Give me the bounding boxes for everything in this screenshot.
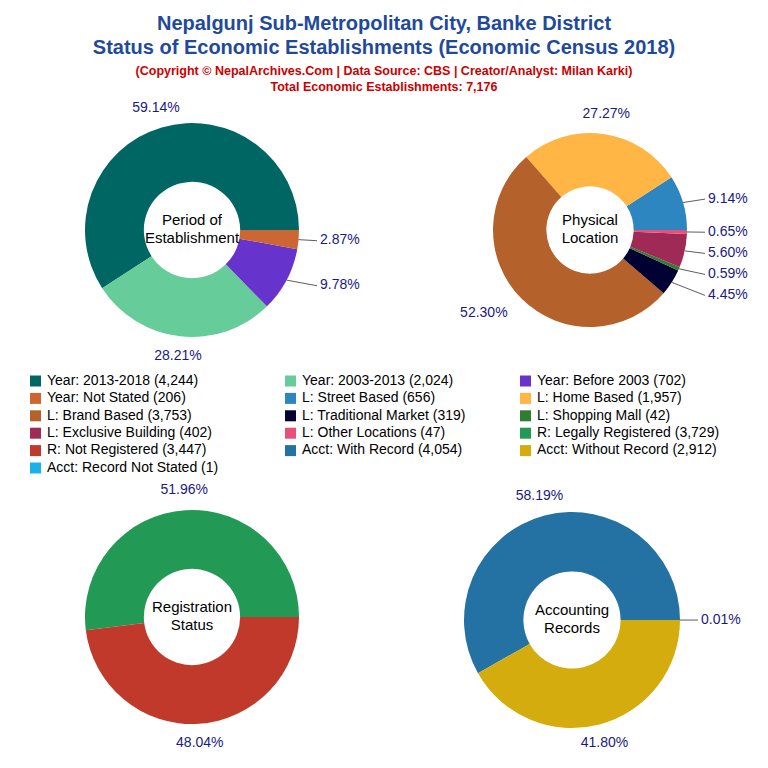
slice [86, 617, 299, 724]
legend-label: Year: 2003-2013 (2,024) [302, 372, 453, 388]
legend-label: R: Legally Registered (3,729) [537, 424, 719, 440]
data-label: 5.60% [708, 244, 748, 260]
donut-chart: PhysicalLocation 27.27% 52.30% 9.14% 0.65% 5.… [460, 105, 748, 327]
legend-swatch [520, 393, 531, 404]
data-label: 27.27% [583, 105, 630, 121]
legend-item: L: Street Based (656) [285, 389, 435, 405]
center-title: AccountingRecords [535, 601, 609, 636]
data-label: 4.45% [708, 286, 748, 302]
legend-label: Year: Not Stated (206) [47, 389, 186, 405]
legend-label: L: Shopping Mall (42) [537, 407, 670, 423]
slice [630, 232, 687, 267]
legend-item: Year: 2013-2018 (4,244) [30, 372, 198, 388]
legend-label: L: Traditional Market (319) [302, 407, 465, 423]
slice [621, 620, 680, 621]
legend-swatch [520, 376, 531, 387]
legend-swatch [30, 445, 41, 456]
chart-title: Status of Economic Establishments (Econo… [93, 36, 675, 58]
legend-swatch [285, 445, 296, 456]
legend-label: L: Street Based (656) [302, 389, 435, 405]
leader-line [287, 280, 317, 286]
donut-chart: Period ofEstablishment 59.14% 28.21% 2.87% 9… [85, 99, 360, 363]
leader-line [299, 240, 317, 241]
legend-item: L: Traditional Market (319) [285, 407, 465, 423]
center-title: RegistrationStatus [152, 598, 232, 633]
leader-line [680, 620, 698, 621]
legend-swatch [520, 428, 531, 439]
legend-label: L: Home Based (1,957) [537, 389, 682, 405]
donut-chart: AccountingRecords 58.19% 41.80% 0.01% [464, 487, 741, 751]
legend-item: Acct: With Record (4,054) [285, 441, 462, 457]
legend-swatch [30, 463, 41, 474]
data-label: 0.01% [701, 611, 741, 627]
data-label: 59.14% [132, 99, 179, 115]
legend-label: Acct: Record Not Stated (1) [47, 459, 218, 475]
donut-chart: RegistrationStatus 51.96% 48.04% [85, 481, 299, 751]
chart-container: Nepalgunj Sub-Metropolitan City, Banke D… [0, 0, 768, 768]
legend-item: R: Legally Registered (3,729) [520, 424, 719, 440]
legend-swatch [520, 410, 531, 421]
legend-swatch [30, 410, 41, 421]
data-label: 41.80% [581, 734, 628, 750]
legend-label: Year: 2013-2018 (4,244) [47, 372, 198, 388]
data-label: 9.78% [320, 276, 360, 292]
legend-label: L: Exclusive Building (402) [47, 424, 212, 440]
legend-label: Acct: Without Record (2,912) [537, 441, 717, 457]
slice [85, 510, 299, 630]
legend-item: L: Brand Based (3,753) [30, 407, 192, 423]
legend-label: Acct: With Record (4,054) [302, 441, 462, 457]
legend-swatch [285, 376, 296, 387]
slice [478, 620, 680, 728]
chart-subtitle: (Copyright © NepalArchives.Com | Data So… [136, 64, 633, 78]
legend-swatch [520, 445, 531, 456]
legend-item: Year: 2003-2013 (2,024) [285, 372, 453, 388]
slices [85, 510, 299, 724]
data-label: 28.21% [154, 347, 201, 363]
legend-label: L: Other Locations (47) [302, 424, 445, 440]
data-label: 9.14% [708, 190, 748, 206]
legend-label: L: Brand Based (3,753) [47, 407, 192, 423]
data-label: 2.87% [320, 231, 360, 247]
legend-swatch [30, 393, 41, 404]
legend-swatch [285, 410, 296, 421]
slices [464, 512, 680, 728]
data-label: 58.19% [516, 487, 563, 503]
legend-item: Year: Before 2003 (702) [520, 372, 686, 388]
legend: Year: 2013-2018 (4,244) Year: 2003-2013 (… [30, 372, 719, 475]
slices [493, 133, 687, 327]
center-title: Period ofEstablishment [145, 211, 240, 246]
legend-label: R: Not Registered (3,447) [47, 441, 207, 457]
chart-total: Total Economic Establishments: 7,176 [271, 80, 498, 94]
chart-title: Nepalgunj Sub-Metropolitan City, Banke D… [157, 12, 611, 34]
leader-line [679, 269, 705, 275]
slice [634, 230, 687, 234]
legend-item: R: Not Registered (3,447) [30, 441, 207, 457]
legend-item: L: Exclusive Building (402) [30, 424, 212, 440]
slices [85, 123, 299, 337]
data-label: 0.59% [708, 265, 748, 281]
legend-item: Acct: Record Not Stated (1) [30, 459, 218, 475]
legend-swatch [30, 376, 41, 387]
center-title: PhysicalLocation [562, 211, 619, 246]
slice [239, 230, 299, 249]
chart-svg: Nepalgunj Sub-Metropolitan City, Banke D… [0, 0, 768, 768]
legend-swatch [285, 393, 296, 404]
legend-item: L: Shopping Mall (42) [520, 407, 670, 423]
legend-swatch [30, 428, 41, 439]
legend-item: Year: Not Stated (206) [30, 389, 186, 405]
data-label: 51.96% [160, 481, 207, 497]
legend-swatch [285, 428, 296, 439]
leader-line [685, 251, 705, 254]
data-label: 0.65% [708, 223, 748, 239]
slice [226, 239, 298, 307]
legend-item: Acct: Without Record (2,912) [520, 441, 717, 457]
legend-item: L: Other Locations (47) [285, 424, 445, 440]
legend-item: L: Home Based (1,957) [520, 389, 682, 405]
leader-line [672, 282, 705, 295]
leader-line [683, 199, 705, 202]
leader-line [687, 231, 705, 232]
data-label: 52.30% [460, 304, 507, 320]
legend-label: Year: Before 2003 (702) [537, 372, 686, 388]
data-label: 48.04% [176, 734, 223, 750]
